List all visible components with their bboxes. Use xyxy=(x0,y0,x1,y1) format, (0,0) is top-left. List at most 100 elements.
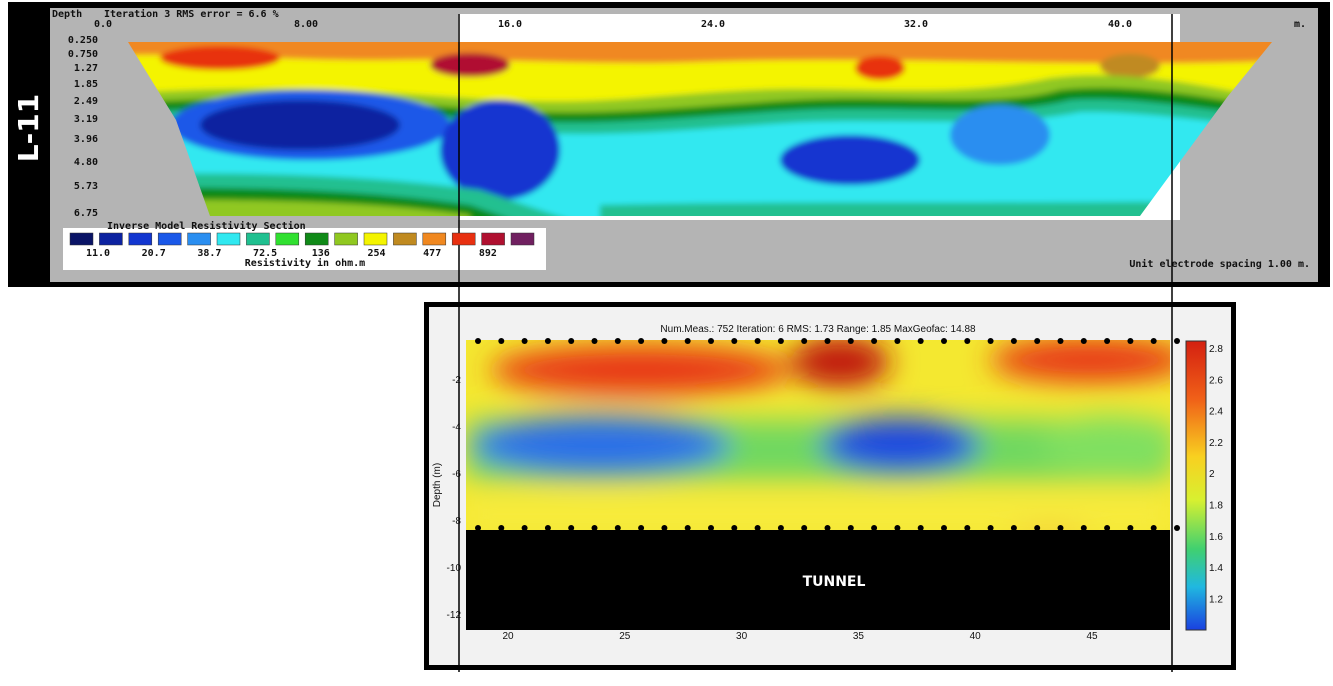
x-label: 24.0 xyxy=(701,19,725,30)
depth-label: 1.85 xyxy=(74,79,98,90)
electrode xyxy=(708,525,714,531)
electrode xyxy=(1127,338,1134,344)
electrode xyxy=(754,338,761,344)
x-label: 40 xyxy=(970,631,982,642)
tunnel-area xyxy=(466,530,1170,630)
electrode xyxy=(754,525,761,531)
resistivity-image xyxy=(466,340,1170,530)
electrode xyxy=(544,525,551,531)
electrode xyxy=(824,525,831,531)
electrode xyxy=(824,338,831,344)
legend-swatch xyxy=(304,232,329,246)
y-axis-title: Depth (m) xyxy=(432,463,443,507)
depth-label: 0.250 xyxy=(68,35,98,46)
x-label: 8.00 xyxy=(294,19,318,30)
electrode xyxy=(498,338,505,344)
colorbar-label: 1.2 xyxy=(1209,594,1223,605)
legend-swatch xyxy=(246,232,270,246)
x-label: 45 xyxy=(1086,631,1098,642)
electrode xyxy=(475,525,481,531)
depth-label: 2.49 xyxy=(74,96,98,107)
side-strip xyxy=(8,2,48,287)
electrode xyxy=(871,525,878,531)
electrode xyxy=(1174,338,1180,344)
electrode xyxy=(475,338,481,344)
colorbar xyxy=(1185,340,1207,631)
legend-label: 477 xyxy=(423,248,441,259)
electrode xyxy=(638,525,645,531)
electrode xyxy=(801,525,808,531)
depth-label: 4.80 xyxy=(74,157,98,168)
legend-label: 892 xyxy=(479,248,497,259)
y-label: -2 xyxy=(452,375,461,386)
electrode xyxy=(871,338,878,344)
electrode xyxy=(894,525,901,531)
legend-swatch xyxy=(99,232,123,246)
tunnel-label: TUNNEL xyxy=(803,574,866,590)
resistivity-section xyxy=(128,42,1272,216)
electrode xyxy=(1127,525,1134,531)
electrode xyxy=(591,338,598,344)
side-label: L-11 xyxy=(12,94,45,162)
electrode xyxy=(1057,338,1064,344)
electrode xyxy=(777,338,784,344)
electrode xyxy=(987,525,994,531)
electrodes xyxy=(475,338,1180,531)
electrode xyxy=(708,338,714,344)
electrode xyxy=(1010,525,1017,531)
electrode xyxy=(544,338,551,344)
legend-swatch xyxy=(275,232,300,246)
depth-label: 3.19 xyxy=(74,114,98,125)
electrode xyxy=(614,338,621,344)
legend-swatch xyxy=(334,232,358,246)
y-label: -8 xyxy=(452,516,461,527)
electrode xyxy=(941,338,947,344)
y-label: -12 xyxy=(447,610,462,621)
legend-swatch xyxy=(393,232,417,246)
legend-label: 254 xyxy=(367,248,385,259)
electrode xyxy=(568,525,575,531)
legend-swatch xyxy=(422,232,447,246)
electrode xyxy=(777,525,784,531)
legend-swatch xyxy=(187,232,211,246)
depth-label: 6.75 xyxy=(74,208,98,219)
colorbar-label: 2.2 xyxy=(1209,438,1223,449)
electrode xyxy=(638,338,645,344)
electrode xyxy=(1150,525,1157,531)
colorbar-label: 2.4 xyxy=(1209,407,1223,418)
y-label: -6 xyxy=(452,469,461,480)
electrode xyxy=(847,525,854,531)
electrode xyxy=(498,525,505,531)
x-label: 30 xyxy=(736,631,748,642)
electrode xyxy=(1057,525,1064,531)
x-label: 0.0 xyxy=(94,19,112,30)
electrode xyxy=(614,525,621,531)
depth-label: 0.750 xyxy=(68,49,98,60)
x-label: 25 xyxy=(619,631,631,642)
legend-swatch xyxy=(157,232,182,246)
legend-swatch xyxy=(128,232,153,246)
electrode xyxy=(917,525,924,531)
electrode xyxy=(568,338,575,344)
electrode xyxy=(591,525,598,531)
electrode xyxy=(1104,525,1111,531)
electrode xyxy=(1104,338,1111,344)
electrode xyxy=(684,338,691,344)
legend-label: 136 xyxy=(312,248,330,259)
electrode xyxy=(661,525,668,531)
legend-swatch xyxy=(510,232,535,246)
legend-swatch xyxy=(216,232,241,246)
electrode xyxy=(731,338,738,344)
colorbar-label: 1.8 xyxy=(1209,501,1223,512)
legend-swatch xyxy=(481,232,505,246)
electrode xyxy=(917,338,924,344)
x-label: 16.0 xyxy=(498,19,522,30)
electrode xyxy=(1080,525,1087,531)
x-label: m. xyxy=(1294,19,1306,30)
colorbar-label: 2.6 xyxy=(1209,375,1223,386)
legend-unit: Resistivity in ohm.m xyxy=(245,257,365,269)
electrode xyxy=(661,338,668,344)
electrode xyxy=(521,525,528,531)
depth-label: 1.27 xyxy=(74,63,98,74)
